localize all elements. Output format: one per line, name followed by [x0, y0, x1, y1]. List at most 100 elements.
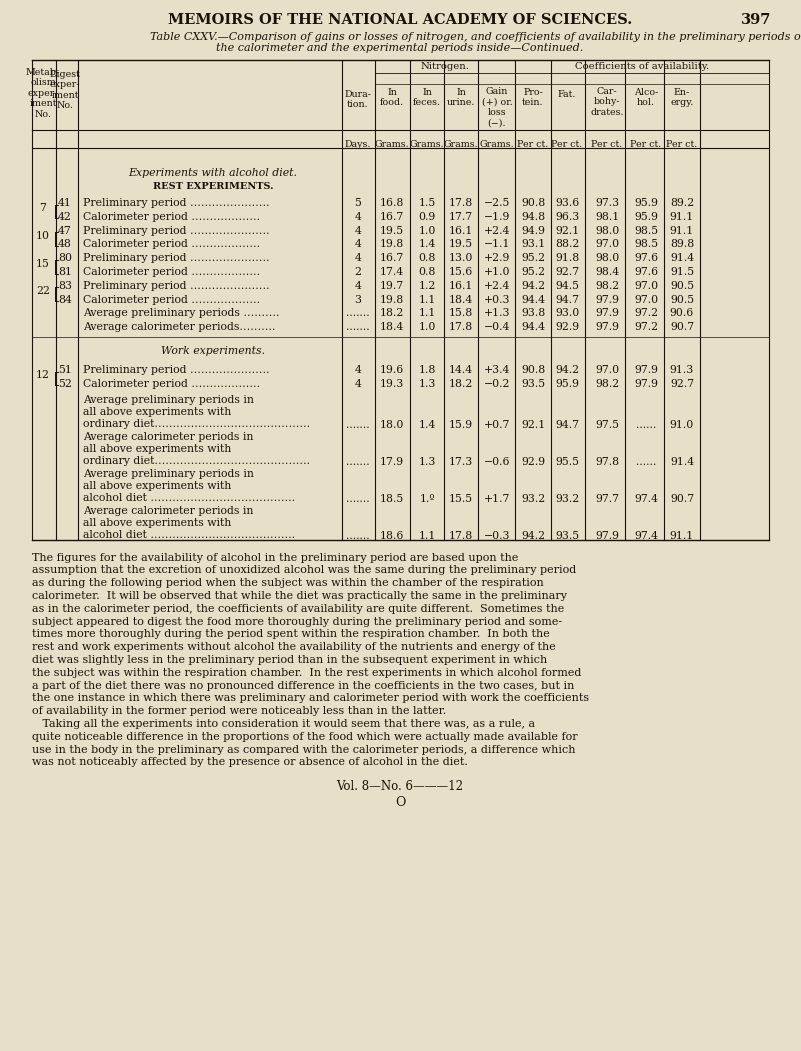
- Text: Grams.: Grams.: [375, 140, 409, 149]
- Text: .......: .......: [346, 531, 370, 540]
- Text: Grams.: Grams.: [444, 140, 478, 149]
- Text: .......: .......: [346, 323, 370, 332]
- Text: 4: 4: [355, 281, 361, 291]
- Text: 98.0: 98.0: [595, 253, 619, 263]
- Text: was not noticeably affected by the presence or absence of alcohol in the diet.: was not noticeably affected by the prese…: [32, 758, 468, 767]
- Text: +1.7: +1.7: [484, 494, 510, 503]
- Text: 48: 48: [58, 240, 72, 249]
- Text: 90.7: 90.7: [670, 323, 694, 332]
- Text: 93.6: 93.6: [555, 198, 579, 208]
- Text: 18.2: 18.2: [449, 378, 473, 389]
- Text: Coefficients of availability.: Coefficients of availability.: [575, 62, 709, 71]
- Text: Preliminary period ………………….: Preliminary period ………………….: [83, 365, 269, 375]
- Text: 0.9: 0.9: [418, 212, 436, 222]
- Text: 97.0: 97.0: [634, 281, 658, 291]
- Text: 95.9: 95.9: [634, 198, 658, 208]
- Text: Calorimeter period ……………….: Calorimeter period ……………….: [83, 240, 260, 249]
- Text: 1.5: 1.5: [418, 198, 436, 208]
- Text: 97.2: 97.2: [634, 323, 658, 332]
- Text: +3.4: +3.4: [484, 365, 510, 375]
- Text: Calorimeter period ……………….: Calorimeter period ……………….: [83, 212, 260, 222]
- Text: all above experiments with: all above experiments with: [83, 517, 231, 528]
- Text: Digest
exper-
iment
No.: Digest exper- iment No.: [50, 70, 80, 110]
- Text: 91.4: 91.4: [670, 456, 694, 467]
- Text: Dura-
tion.: Dura- tion.: [344, 90, 372, 109]
- Text: 1.1: 1.1: [418, 531, 436, 540]
- Text: 95.5: 95.5: [555, 456, 579, 467]
- Text: MEMOIRS OF THE NATIONAL ACADEMY OF SCIENCES.: MEMOIRS OF THE NATIONAL ACADEMY OF SCIEN…: [168, 13, 632, 27]
- Text: the calorimeter and the experimental periods inside—Continued.: the calorimeter and the experimental per…: [216, 43, 584, 53]
- Text: Calorimeter period ……………….: Calorimeter period ……………….: [83, 294, 260, 305]
- Text: Average calorimeter periods……….: Average calorimeter periods……….: [83, 323, 276, 332]
- Text: times more thoroughly during the period spent within the respiration chamber.  I: times more thoroughly during the period …: [32, 630, 549, 639]
- Text: The figures for the availability of alcohol in the preliminary period are based : The figures for the availability of alco…: [32, 553, 518, 562]
- Text: 1.8: 1.8: [418, 365, 436, 375]
- Text: 91.5: 91.5: [670, 267, 694, 277]
- Text: 1.1: 1.1: [418, 308, 436, 318]
- Text: Grams.: Grams.: [409, 140, 445, 149]
- Text: Calorimeter period ……………….: Calorimeter period ……………….: [83, 267, 260, 277]
- Text: .......: .......: [346, 494, 370, 503]
- Text: 18.2: 18.2: [380, 308, 405, 318]
- Text: 97.9: 97.9: [634, 378, 658, 389]
- Text: 98.5: 98.5: [634, 226, 658, 235]
- Text: 92.7: 92.7: [670, 378, 694, 389]
- Text: the one instance in which there was preliminary and calorimeter period with work: the one instance in which there was prel…: [32, 694, 589, 703]
- Text: 97.4: 97.4: [634, 531, 658, 540]
- Text: 16.1: 16.1: [449, 226, 473, 235]
- Text: 89.2: 89.2: [670, 198, 694, 208]
- Text: 397: 397: [741, 13, 771, 27]
- Text: 51: 51: [58, 365, 72, 375]
- Text: 91.3: 91.3: [670, 365, 694, 375]
- Text: 80: 80: [58, 253, 72, 263]
- Text: Per ct.: Per ct.: [517, 140, 549, 149]
- Text: 83: 83: [58, 281, 72, 291]
- Text: 22: 22: [36, 286, 50, 296]
- Text: 98.0: 98.0: [595, 226, 619, 235]
- Text: 91.0: 91.0: [670, 419, 694, 430]
- Text: 92.1: 92.1: [555, 226, 579, 235]
- Text: 1.4: 1.4: [418, 240, 436, 249]
- Text: 94.4: 94.4: [521, 323, 545, 332]
- Text: 19.8: 19.8: [380, 240, 405, 249]
- Text: Pro-
tein.: Pro- tein.: [522, 88, 544, 107]
- Text: Average calorimeter periods in: Average calorimeter periods in: [83, 506, 253, 516]
- Text: −0.6: −0.6: [484, 456, 510, 467]
- Text: 92.9: 92.9: [521, 456, 545, 467]
- Text: 47: 47: [58, 226, 72, 235]
- Text: use in the body in the preliminary as compared with the calorimeter periods, a d: use in the body in the preliminary as co…: [32, 744, 575, 755]
- Text: 97.6: 97.6: [634, 253, 658, 263]
- Text: 97.0: 97.0: [595, 365, 619, 375]
- Text: 93.8: 93.8: [521, 308, 545, 318]
- Text: 97.0: 97.0: [634, 294, 658, 305]
- Text: Vol. 8—No. 6———12: Vol. 8—No. 6———12: [336, 780, 464, 794]
- Text: 4: 4: [355, 253, 361, 263]
- Text: 15.5: 15.5: [449, 494, 473, 503]
- Text: 93.5: 93.5: [521, 378, 545, 389]
- Text: En-
ergy.: En- ergy.: [670, 88, 694, 107]
- Text: ordinary diet…………………………………….: ordinary diet…………………………………….: [83, 418, 310, 429]
- Text: 18.6: 18.6: [380, 531, 405, 540]
- Text: 15.9: 15.9: [449, 419, 473, 430]
- Text: 94.7: 94.7: [555, 419, 579, 430]
- Text: Experiments with alcohol diet.: Experiments with alcohol diet.: [128, 168, 297, 178]
- Text: assumption that the excretion of unoxidized alcohol was the same during the prel: assumption that the excretion of unoxidi…: [32, 565, 576, 575]
- Text: 17.3: 17.3: [449, 456, 473, 467]
- Text: REST EXPERIMENTS.: REST EXPERIMENTS.: [153, 182, 273, 191]
- Text: 81: 81: [58, 267, 72, 277]
- Text: 97.9: 97.9: [595, 294, 619, 305]
- Text: 94.9: 94.9: [521, 226, 545, 235]
- Text: 93.1: 93.1: [521, 240, 545, 249]
- Text: 93.2: 93.2: [521, 494, 545, 503]
- Text: 84: 84: [58, 294, 72, 305]
- Text: 16.7: 16.7: [380, 212, 405, 222]
- Text: 16.7: 16.7: [380, 253, 405, 263]
- Text: Grams.: Grams.: [480, 140, 514, 149]
- Text: 90.7: 90.7: [670, 494, 694, 503]
- Text: as in the calorimeter period, the coefficients of availability are quite differe: as in the calorimeter period, the coeffi…: [32, 604, 564, 614]
- Text: 17.8: 17.8: [449, 198, 473, 208]
- Text: 1.3: 1.3: [418, 378, 436, 389]
- Text: 17.9: 17.9: [380, 456, 404, 467]
- Text: Average preliminary periods in: Average preliminary periods in: [83, 394, 254, 405]
- Text: 97.9: 97.9: [595, 531, 619, 540]
